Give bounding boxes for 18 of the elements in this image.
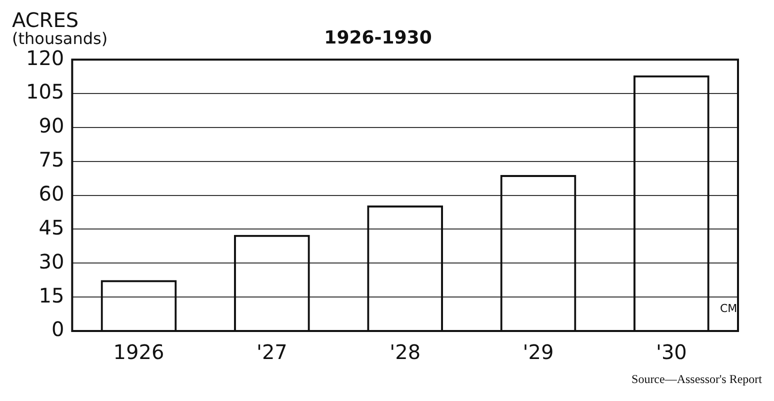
chart-title: 1926-1930: [324, 27, 432, 48]
y-tick-label: 60: [38, 182, 64, 206]
annotation: CM: [720, 302, 738, 315]
y-tick-label: 75: [38, 148, 64, 172]
source-note: Source—Assessor's Report: [632, 372, 762, 387]
y-tick-label: 15: [38, 283, 64, 308]
x-tick-label: 1926: [113, 340, 164, 364]
y-tick-label: 0: [51, 317, 64, 342]
y-tick-label: 30: [38, 249, 64, 274]
x-tick-label: '30: [656, 340, 687, 364]
y-tick-label: 120: [26, 46, 64, 70]
x-tick-label: '28: [390, 340, 421, 364]
y-axis-title: ACRES (thousands): [12, 8, 108, 48]
y-tick-label: 45: [38, 215, 64, 240]
y-tick-label: 105: [26, 80, 64, 104]
x-tick-label: '29: [522, 340, 554, 364]
y-tick-label: 90: [38, 114, 64, 138]
x-tick-label: '27: [256, 340, 288, 364]
